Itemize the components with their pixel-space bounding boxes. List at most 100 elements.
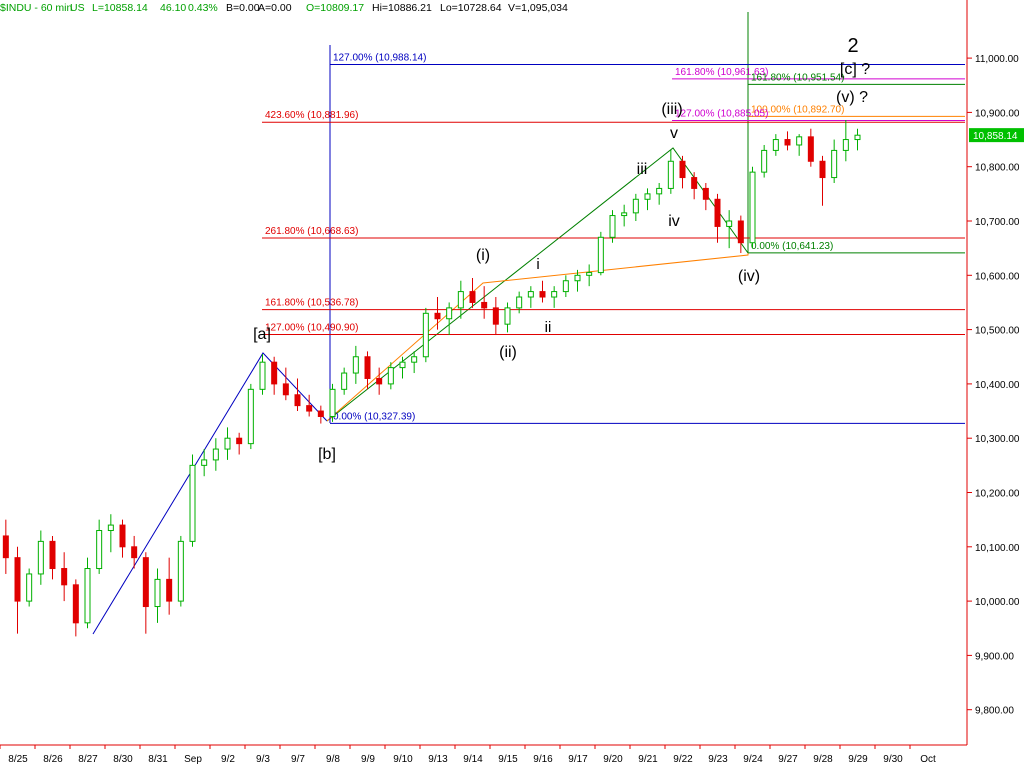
wave-label: (v) ?: [836, 89, 868, 106]
header-field: Hi=10886.21: [372, 2, 432, 14]
candle-body: [446, 307, 453, 320]
candle-body: [504, 307, 511, 325]
header-field: V=1,095,034: [508, 2, 568, 14]
candle-body: [259, 361, 266, 390]
fib-label: 100.00% (10,892.70): [751, 104, 844, 115]
y-tick-label: 10,700.00: [975, 217, 1020, 228]
wave-label: [b]: [318, 446, 336, 463]
x-tick-label: 9/15: [498, 754, 518, 765]
wave-label: 2: [847, 35, 858, 57]
candle-body: [737, 220, 744, 244]
header-field: 46.10: [160, 2, 186, 14]
last-price-label: 10,858.14: [973, 131, 1018, 142]
wave-label: (i): [476, 247, 490, 264]
x-tick-label: 9/22: [673, 754, 693, 765]
x-tick-label: 9/8: [326, 754, 340, 765]
candle-body: [551, 291, 558, 298]
candle-body: [154, 578, 161, 608]
x-tick-label: 9/14: [463, 754, 483, 765]
fib-label: 127.00% (10,490.90): [265, 323, 358, 334]
fib-label: 261.80% (10,668.63): [265, 226, 358, 237]
candle-body: [26, 573, 33, 602]
trend-line: [326, 147, 749, 422]
candle-body: [37, 540, 44, 575]
candle-body: [492, 307, 499, 325]
candle-body: [399, 361, 406, 369]
x-tick-label: 9/28: [813, 754, 833, 765]
candle-body: [2, 535, 9, 559]
fib-label: 161.80% (10,961.63): [675, 67, 768, 78]
candle-body: [294, 394, 301, 407]
x-tick-label: 8/30: [113, 754, 133, 765]
candle-body: [61, 568, 68, 586]
candle-body: [84, 568, 91, 624]
candle-body: [749, 171, 756, 244]
wave-label: iv: [668, 213, 680, 230]
candle-body: [807, 136, 814, 162]
y-tick-label: 9,800.00: [975, 706, 1014, 717]
candle-body: [481, 301, 488, 309]
header-field: L=10858.14: [92, 2, 148, 14]
candle-body: [597, 236, 604, 274]
wave-label: [c] ?: [840, 61, 870, 78]
fib-label: 127.00% (10,885.05): [675, 109, 768, 120]
x-tick-label: Sep: [184, 754, 202, 765]
candle-body: [317, 410, 324, 417]
fib-label: 0.00% (10,641.23): [751, 241, 833, 252]
candle-body: [796, 136, 803, 146]
y-tick-label: 10,300.00: [975, 434, 1020, 445]
candle-body: [131, 546, 138, 559]
candle-body: [177, 540, 184, 602]
x-tick-label: 9/3: [256, 754, 270, 765]
candle-body: [329, 388, 336, 417]
x-tick-label: 9/29: [848, 754, 868, 765]
x-tick-label: 8/31: [148, 754, 168, 765]
candle-body: [224, 437, 231, 450]
candle-body: [364, 356, 371, 379]
candle-body: [527, 291, 534, 298]
x-tick-label: 9/13: [428, 754, 448, 765]
fib-label: 127.00% (10,988.14): [333, 53, 426, 64]
candle-body: [107, 524, 114, 532]
candle-body: [644, 193, 651, 200]
wave-label: [a]: [253, 326, 271, 343]
candle-body: [539, 291, 546, 298]
wave-label: (iv): [738, 268, 760, 285]
wave-label: (iii): [661, 101, 682, 118]
candle-body: [691, 177, 698, 189]
x-tick-label: 9/23: [708, 754, 728, 765]
x-tick-label: 9/10: [393, 754, 413, 765]
candle-body: [726, 220, 733, 227]
candle-body: [784, 139, 791, 146]
candle-body: [247, 388, 254, 445]
candle-body: [632, 198, 639, 214]
candle-body: [306, 405, 313, 412]
candle-body: [434, 312, 441, 320]
candle-body: [621, 212, 628, 217]
header-field: $INDU - 60 min: [0, 2, 73, 14]
x-tick-label: 9/24: [743, 754, 763, 765]
y-tick-label: 10,600.00: [975, 271, 1020, 282]
candle-body: [341, 372, 348, 390]
y-tick-label: 10,200.00: [975, 489, 1020, 500]
candle-body: [166, 578, 173, 602]
candle-body: [411, 356, 418, 363]
wave-label: i: [536, 256, 539, 273]
x-tick-label: 9/27: [778, 754, 798, 765]
x-tick-label: 8/27: [78, 754, 98, 765]
x-tick-label: 8/25: [8, 754, 28, 765]
y-tick-label: 10,800.00: [975, 163, 1020, 174]
fib-label: 0.00% (10,327.39): [333, 411, 415, 422]
candle-body: [562, 280, 569, 293]
x-tick-label: 9/2: [221, 754, 235, 765]
candle-body: [714, 198, 721, 227]
candle-body: [212, 448, 219, 461]
candle-body: [469, 291, 476, 303]
x-tick-label: 9/30: [883, 754, 903, 765]
candle-body: [831, 149, 838, 179]
y-tick-label: 10,000.00: [975, 597, 1020, 608]
x-tick-label: 9/16: [533, 754, 553, 765]
